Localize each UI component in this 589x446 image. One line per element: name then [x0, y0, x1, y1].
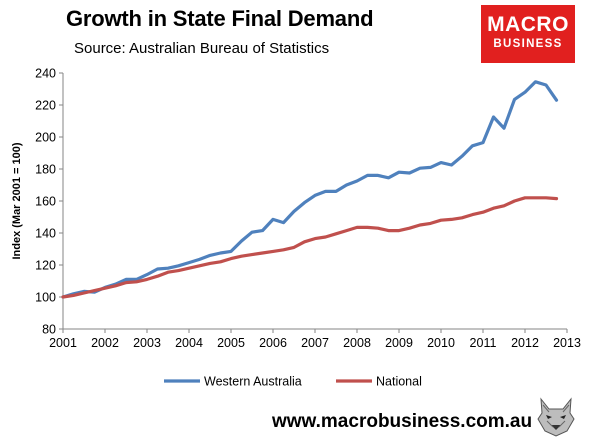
x-tick-label: 2001	[49, 336, 77, 350]
y-tick-label: 220	[35, 99, 56, 113]
logo-line-1: MACRO	[487, 13, 569, 36]
x-tick-label: 2010	[427, 336, 455, 350]
x-tick-label: 2012	[511, 336, 539, 350]
x-tick-label: 2011	[470, 336, 497, 350]
macrobusiness-logo: MACRO BUSINESS	[481, 5, 575, 63]
series-line-western-australia	[61, 80, 559, 299]
x-tick-label: 2004	[175, 336, 203, 350]
x-tick-label: 2002	[91, 336, 119, 350]
legend-label-western-australia: Western Australia	[204, 375, 302, 389]
chart-axes: 80 100 120 140 160 180 200 220 240 2001 2002 2003 20…	[11, 67, 581, 351]
chart-legend: Western Australia National	[164, 375, 422, 389]
y-tick-label: 200	[35, 131, 56, 145]
x-tick-label: 2009	[385, 336, 413, 350]
chart-series	[61, 80, 559, 299]
x-tick-label: 2003	[133, 336, 161, 350]
chart-title: Growth in State Final Demand	[66, 6, 374, 31]
x-tick-label: 2005	[217, 336, 245, 350]
logo-line-2: BUSINESS	[493, 38, 563, 50]
y-tick-label: 160	[35, 195, 56, 209]
x-tick-label: 2008	[343, 336, 371, 350]
series-line-national	[61, 196, 559, 299]
y-tick-label: 180	[35, 163, 56, 177]
footer-url[interactable]: www.macrobusiness.com.au	[272, 411, 533, 432]
x-tick-label: 2007	[301, 336, 329, 350]
y-tick-label: 120	[35, 259, 56, 273]
wolf-head-icon	[537, 397, 575, 437]
x-tick-label: 2006	[259, 336, 287, 350]
y-tick-label: 240	[35, 67, 56, 81]
legend-label-national: National	[376, 375, 422, 389]
chart-subtitle: Source: Australian Bureau of Statistics	[74, 40, 330, 57]
y-tick-label: 100	[35, 291, 56, 305]
x-tick-label: 2013	[553, 336, 581, 350]
y-axis-label: Index (Mar 2001 = 100)	[11, 142, 23, 259]
y-tick-label: 140	[35, 227, 56, 241]
y-tick-label: 80	[42, 323, 56, 337]
